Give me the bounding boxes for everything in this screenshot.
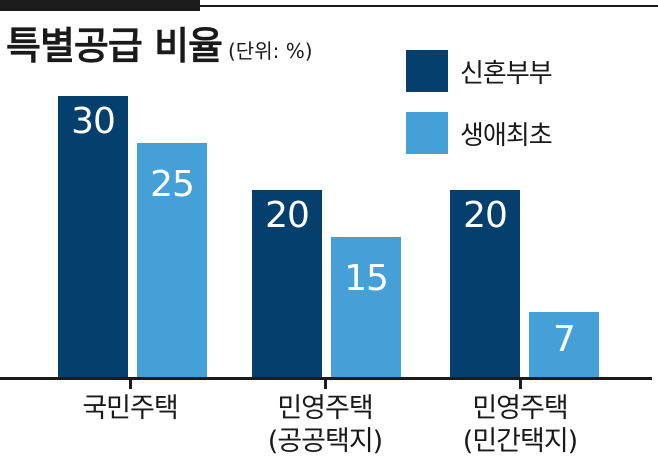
bar-value-label: 25 [150,164,195,205]
legend-label: 생애최초 [460,120,553,151]
bar-value-label: 15 [344,258,389,299]
x-axis-baseline [0,377,652,380]
header-rule-block [0,0,200,11]
chart-title: 특별공급 비율 [6,24,223,68]
bar-value-label: 30 [71,101,116,142]
category-label: 민영주택 (민간택지) [462,393,578,457]
category-label: 민영주택 (공공택지) [267,393,383,457]
x-axis-tick [519,379,522,389]
x-axis-tick [324,379,327,389]
bar-first-time: 15 [331,237,401,378]
category-label: 국민주택 [82,393,178,424]
legend-swatch-newlywed [406,50,448,92]
legend-label: 신혼부부 [460,58,553,89]
legend-swatch-first-time [406,112,448,154]
bar-value-label: 7 [553,319,576,360]
bar-newlywed: 30 [58,96,128,378]
legend-item-newlywed: 신혼부부 [406,50,553,92]
chart-unit: (단위: %) [228,39,313,63]
bar-first-time: 7 [529,312,599,378]
bar-newlywed: 20 [252,190,322,378]
bar-value-label: 20 [265,195,310,236]
legend-item-first-time: 생애최초 [406,112,553,154]
bar-newlywed: 20 [450,190,520,378]
bar-first-time: 25 [137,143,207,378]
x-axis-tick [129,379,132,389]
bar-value-label: 20 [463,195,508,236]
header-rule-line [200,5,658,7]
